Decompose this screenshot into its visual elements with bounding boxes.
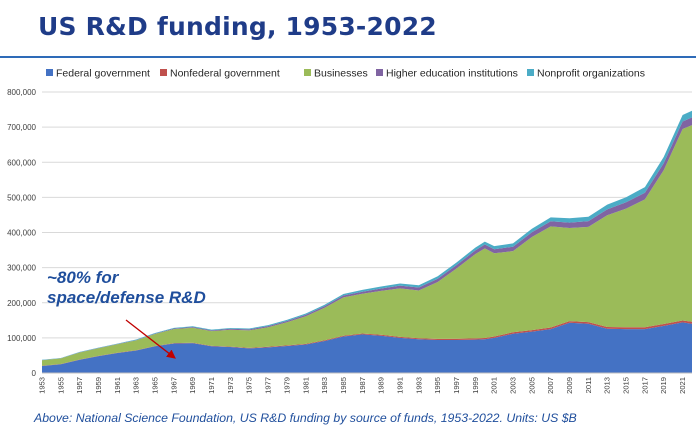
legend-swatch [376,69,383,76]
x-tick-label: 1999 [471,377,480,394]
x-tick-label: 1995 [433,377,442,394]
x-tick-label: 2019 [659,377,668,394]
legend-swatch [46,69,53,76]
x-tick-label: 1971 [207,377,216,394]
x-tick-label: 2021 [678,377,687,394]
legend: Federal government Nonfederal government B… [46,68,645,80]
legend-item: Nonfederal government [160,68,280,80]
x-tick-label: 1963 [132,377,141,394]
legend-label: Nonprofit organizations [537,68,645,80]
series-areas [42,110,692,373]
y-tick-label: 0 [32,369,37,378]
legend-label: Businesses [314,68,368,80]
annotation-line2: space/defense R&D [47,288,206,307]
x-tick-label: 2015 [622,377,631,394]
y-tick-label: 100,000 [7,334,36,343]
x-tick-label: 1993 [414,377,423,394]
x-tick-label: 1973 [226,377,235,394]
legend-swatch [304,69,311,76]
legend-swatch [527,69,534,76]
annotation-line1: ~80% for [47,268,119,287]
legend-label: Federal government [56,68,150,80]
legend-item: Federal government [46,68,150,80]
annotation-callout: ~80% for space/defense R&D [47,268,206,308]
legend-label: Nonfederal government [170,68,280,80]
y-tick-label: 600,000 [7,158,36,167]
x-tick-label: 2017 [640,377,649,394]
x-tick-label: 1997 [452,377,461,394]
legend-item: Nonprofit organizations [527,68,645,80]
y-tick-label: 800,000 [7,88,36,97]
legend-swatch [160,69,167,76]
x-tick-label: 1965 [151,377,160,394]
x-tick-label: 1991 [396,377,405,394]
legend-item: Higher education institutions [376,68,518,80]
series-area-businesses [42,125,692,366]
x-tick-label: 1967 [169,377,178,394]
source-caption: Above: National Science Foundation, US R… [34,411,577,425]
annotation-arrow [125,319,176,359]
x-tick-label: 2007 [546,377,555,394]
annotation-arrow-line [125,319,176,359]
x-tick-label: 1987 [358,377,367,394]
x-tick-label: 2009 [565,377,574,394]
x-tick-label: 1983 [320,377,329,394]
x-tick-label: 1953 [38,377,47,394]
x-tick-label: 1969 [188,377,197,394]
stacked-area-chart: Federal government Nonfederal government B… [7,68,692,394]
y-tick-label: 300,000 [7,264,36,273]
x-tick-label: 1981 [301,377,310,394]
title-rule [0,56,696,58]
x-tick-label: 2003 [509,377,518,394]
y-tick-label: 200,000 [7,299,36,308]
page-title: US R&D funding, 1953-2022 [38,12,437,41]
x-tick-label: 1955 [56,377,65,394]
y-tick-label: 400,000 [7,229,36,238]
x-tick-label: 1975 [245,377,254,394]
legend-label: Higher education institutions [386,68,518,80]
x-tick-label: 1957 [75,377,84,394]
y-tick-label: 500,000 [7,193,36,202]
series-area-federal-government [42,322,692,373]
x-tick-label: 1985 [339,377,348,394]
x-tick-label: 1961 [113,377,122,394]
x-tick-label: 1959 [94,377,103,394]
x-tick-label: 2013 [603,377,612,394]
x-tick-label: 2005 [527,377,536,394]
x-tick-label: 1977 [264,377,273,394]
legend-item: Businesses [304,68,368,80]
x-tick-label: 1989 [377,377,386,394]
axes: 1953 1955 1957 1959 1961 1963 1965 1967 1969 1971… [38,372,692,394]
x-tick-label: 1979 [282,377,291,394]
y-tick-label: 700,000 [7,123,36,132]
x-tick-label: 2011 [584,377,593,393]
x-tick-label: 2001 [490,377,499,394]
